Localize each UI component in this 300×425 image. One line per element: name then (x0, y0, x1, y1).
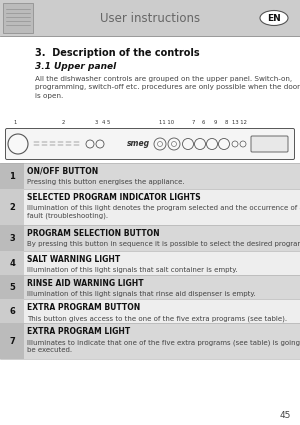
Text: Pressing this button energises the appliance.: Pressing this button energises the appli… (27, 179, 184, 185)
Text: 45: 45 (279, 411, 291, 419)
Bar (0, 163, 24, 189)
Bar (0, 189, 300, 225)
Text: 3.  Description of the controls: 3. Description of the controls (35, 48, 200, 58)
Bar (0, 189, 24, 225)
Circle shape (182, 139, 194, 150)
Bar (0, 163, 300, 189)
Circle shape (172, 142, 176, 147)
Text: 3: 3 (94, 120, 98, 125)
Circle shape (8, 134, 28, 154)
Text: 5: 5 (9, 283, 15, 292)
FancyBboxPatch shape (251, 136, 288, 152)
Text: 6: 6 (201, 120, 205, 125)
Bar (0, 275, 300, 299)
Text: By pressing this button in sequence it is possible to select the desired program: By pressing this button in sequence it i… (27, 241, 300, 247)
Circle shape (96, 140, 104, 148)
Text: EN: EN (267, 14, 281, 23)
Text: All the dishwasher controls are grouped on the upper panel. Switch-on,
programmi: All the dishwasher controls are grouped … (35, 76, 300, 99)
Text: This button gives access to the one of the five extra programs (see table).: This button gives access to the one of t… (27, 315, 287, 321)
Text: 2: 2 (61, 120, 65, 125)
Circle shape (158, 142, 163, 147)
Text: 7: 7 (191, 120, 195, 125)
Text: 3: 3 (9, 233, 15, 243)
Text: Illuminates to indicate that one of the five extra programs (see table) is going: Illuminates to indicate that one of the … (27, 339, 300, 353)
Circle shape (206, 139, 218, 150)
Text: 3.1 Upper panel: 3.1 Upper panel (35, 62, 116, 71)
Circle shape (86, 140, 94, 148)
Text: SALT WARNING LIGHT: SALT WARNING LIGHT (27, 255, 120, 264)
Text: 2: 2 (9, 202, 15, 212)
Text: EXTRA PROGRAM LIGHT: EXTRA PROGRAM LIGHT (27, 326, 130, 335)
Text: ON/OFF BUTTON: ON/OFF BUTTON (27, 167, 98, 176)
Text: smeg: smeg (126, 139, 150, 148)
Bar (0, 225, 24, 251)
Text: Illumination of this light signals that rinse aid dispenser is empty.: Illumination of this light signals that … (27, 291, 256, 297)
Text: 9: 9 (213, 120, 217, 125)
Bar (0, 323, 24, 359)
Bar (0, 0, 300, 36)
Circle shape (194, 139, 206, 150)
Circle shape (218, 139, 230, 150)
Bar (3, 3, 33, 33)
Bar (0, 275, 24, 299)
Bar (0, 251, 24, 275)
Text: User instructions: User instructions (100, 11, 200, 25)
Ellipse shape (260, 11, 288, 26)
Bar (0, 251, 300, 275)
Text: 6: 6 (9, 306, 15, 315)
FancyBboxPatch shape (5, 128, 295, 159)
Text: 4: 4 (9, 258, 15, 267)
Bar (0, 323, 300, 359)
Circle shape (154, 138, 166, 150)
Text: 4 5: 4 5 (102, 120, 110, 125)
Circle shape (232, 141, 238, 147)
Text: SELECTED PROGRAM INDICATOR LIGHTS: SELECTED PROGRAM INDICATOR LIGHTS (27, 193, 201, 201)
Text: PROGRAM SELECTION BUTTON: PROGRAM SELECTION BUTTON (27, 229, 160, 238)
Bar (0, 299, 24, 323)
Circle shape (240, 141, 246, 147)
Text: 7: 7 (9, 337, 15, 346)
Text: 11 10: 11 10 (159, 120, 175, 125)
Text: EXTRA PROGRAM BUTTON: EXTRA PROGRAM BUTTON (27, 303, 140, 312)
Text: 8: 8 (224, 120, 228, 125)
Text: Illumination of this light denotes the program selected and the occurrence of a
: Illumination of this light denotes the p… (27, 205, 300, 219)
Text: RINSE AID WARNING LIGHT: RINSE AID WARNING LIGHT (27, 278, 144, 287)
Circle shape (168, 138, 180, 150)
Text: 1: 1 (13, 120, 17, 125)
Text: Illumination of this light signals that salt container is empty.: Illumination of this light signals that … (27, 267, 238, 273)
Text: 1: 1 (9, 172, 15, 181)
Bar (0, 225, 300, 251)
Bar (0, 299, 300, 323)
Text: 13 12: 13 12 (232, 120, 247, 125)
